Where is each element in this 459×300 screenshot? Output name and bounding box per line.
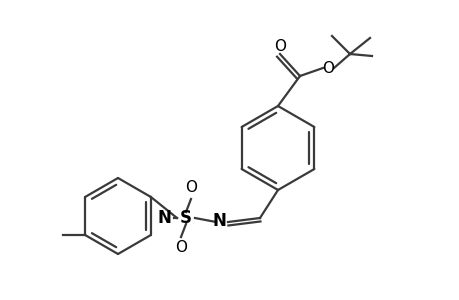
Text: O: O bbox=[321, 61, 333, 76]
Text: N: N bbox=[157, 209, 171, 227]
Text: S: S bbox=[179, 209, 191, 227]
Text: O: O bbox=[185, 181, 196, 196]
Text: O: O bbox=[274, 38, 285, 53]
Text: O: O bbox=[174, 241, 187, 256]
Text: N: N bbox=[212, 212, 225, 230]
